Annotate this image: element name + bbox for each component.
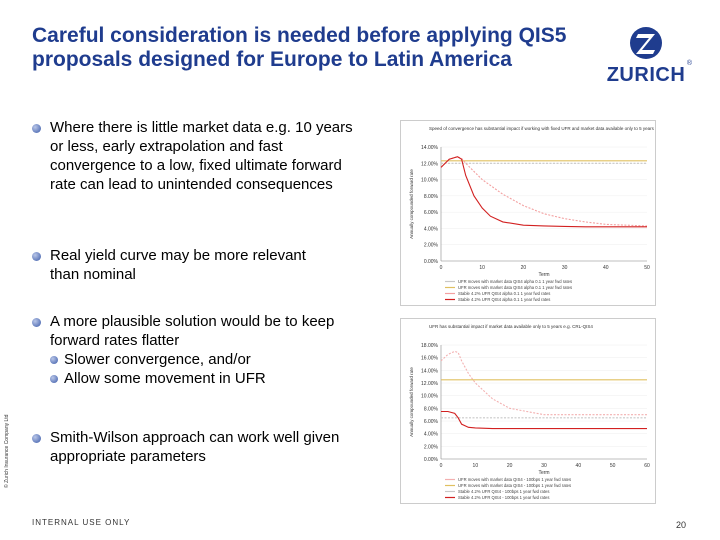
chart-title: UFR has substantial impact if market dat… <box>429 324 593 329</box>
bullet-text: Where there is little market data e.g. 1… <box>50 119 353 193</box>
chart-ufr-impact: UFR has substantial impact if market dat… <box>400 318 656 504</box>
slide-title: Careful consideration is needed before a… <box>32 24 567 71</box>
y-tick-label: 14.00% <box>421 145 439 151</box>
legend-entry: Stable 4.2% UFR QIS4 alpha 0.1 1 year fw… <box>458 291 550 296</box>
page-number: 20 <box>676 520 687 530</box>
logo-wordmark: ZURICH <box>606 64 686 86</box>
zurich-logo: ZURICH ® <box>600 24 692 92</box>
y-axis-label: Annually compounded forward rate <box>409 367 414 437</box>
x-tick-label: 10 <box>473 463 479 469</box>
sub-bullet-dot-icon <box>50 356 58 365</box>
chart-convergence: Speed of convergence has substantial imp… <box>400 120 684 306</box>
x-tick-label: 50 <box>644 265 650 271</box>
sub-bullet-text: Allow some movement in UFR <box>64 370 266 387</box>
y-tick-label: 2.00% <box>424 444 439 450</box>
legend-entry: Stable 4.2% UFR QIS4 - 100bps 1 year fwd… <box>458 495 549 500</box>
legend-entry: UFR moves with market data QIS4 - 100bps… <box>458 483 571 488</box>
bullet-dot-icon <box>32 318 41 327</box>
y-axis-label: Annually compounded forward rate <box>409 169 414 239</box>
x-tick-label: 40 <box>603 265 609 271</box>
chart-title: Speed of convergence has substantial imp… <box>429 126 655 131</box>
x-axis-label: Term <box>538 470 549 476</box>
legend-entry: Stable 4.2% UFR QIS4 - 100bps 1 year fwd… <box>458 489 549 494</box>
y-tick-label: 12.00% <box>421 161 439 167</box>
x-tick-label: 0 <box>440 265 443 271</box>
sub-bullet-item: Slower convergence, and/or <box>50 350 372 369</box>
y-tick-label: 8.00% <box>424 194 439 200</box>
x-tick-label: 20 <box>507 463 513 469</box>
y-tick-label: 18.00% <box>421 343 439 349</box>
bullet-text: Smith-Wilson approach can work well give… <box>50 429 340 465</box>
x-tick-label: 30 <box>562 265 568 271</box>
x-tick-label: 20 <box>521 265 527 271</box>
y-tick-label: 6.00% <box>424 210 439 216</box>
y-tick-label: 4.00% <box>424 226 439 232</box>
y-tick-label: 4.00% <box>424 432 439 438</box>
legend-entry: UFR moves with market data QIS4 alpha 0.… <box>458 279 572 284</box>
y-tick-label: 6.00% <box>424 419 439 425</box>
x-axis-label: Term <box>538 272 549 278</box>
series-line <box>440 156 647 228</box>
bullet-dot-icon <box>32 434 41 443</box>
y-tick-label: 0.00% <box>424 457 439 463</box>
y-tick-label: 10.00% <box>421 178 439 184</box>
logo-registered-mark: ® <box>686 60 692 67</box>
zurich-emblem-icon <box>630 27 662 59</box>
bullet-text: Real yield curve may be more relevant th… <box>50 247 306 283</box>
sub-bullet-item: Allow some movement in UFR <box>50 369 372 388</box>
y-tick-label: 14.00% <box>421 368 439 374</box>
chart-convergence-svg: Speed of convergence has substantial imp… <box>409 126 684 302</box>
bullet-text: A more plausible solution would be to ke… <box>50 313 335 349</box>
y-tick-label: 16.00% <box>421 356 439 362</box>
chart-ufr-impact-svg: UFR has substantial impact if market dat… <box>409 324 650 500</box>
legend-entry: Stable 4.2% UFR QIS4 alpha 0.1 1 year fw… <box>458 297 550 302</box>
y-tick-label: 0.00% <box>424 259 439 265</box>
bullet-dot-icon <box>32 124 41 133</box>
y-tick-label: 10.00% <box>421 394 439 400</box>
y-tick-label: 8.00% <box>424 406 439 412</box>
x-tick-label: 60 <box>644 463 650 469</box>
bullet-item: Where there is little market data e.g. 1… <box>32 118 362 194</box>
sub-bullet-text: Slower convergence, and/or <box>64 351 251 368</box>
y-tick-label: 2.00% <box>424 243 439 249</box>
series-line <box>441 410 647 430</box>
footer-classification: INTERNAL USE ONLY <box>32 518 131 527</box>
bullet-item: Real yield curve may be more relevant th… <box>32 246 332 284</box>
legend-entry: UFR moves with market data QIS4 alpha 0.… <box>458 285 572 290</box>
x-tick-label: 50 <box>610 463 616 469</box>
legend-entry: UFR moves with market data QIS4 - 100bps… <box>458 477 571 482</box>
x-tick-label: 30 <box>541 463 547 469</box>
copyright-vertical: © Zurich Insurance Company Ltd <box>4 414 10 488</box>
bullet-dot-icon <box>32 252 41 261</box>
x-tick-label: 40 <box>576 463 582 469</box>
y-tick-label: 12.00% <box>421 381 439 387</box>
sub-bullet-dot-icon <box>50 375 58 384</box>
x-tick-label: 0 <box>440 463 443 469</box>
x-tick-label: 10 <box>479 265 485 271</box>
bullet-item: A more plausible solution would be to ke… <box>32 312 372 388</box>
bullet-item: Smith-Wilson approach can work well give… <box>32 428 372 466</box>
